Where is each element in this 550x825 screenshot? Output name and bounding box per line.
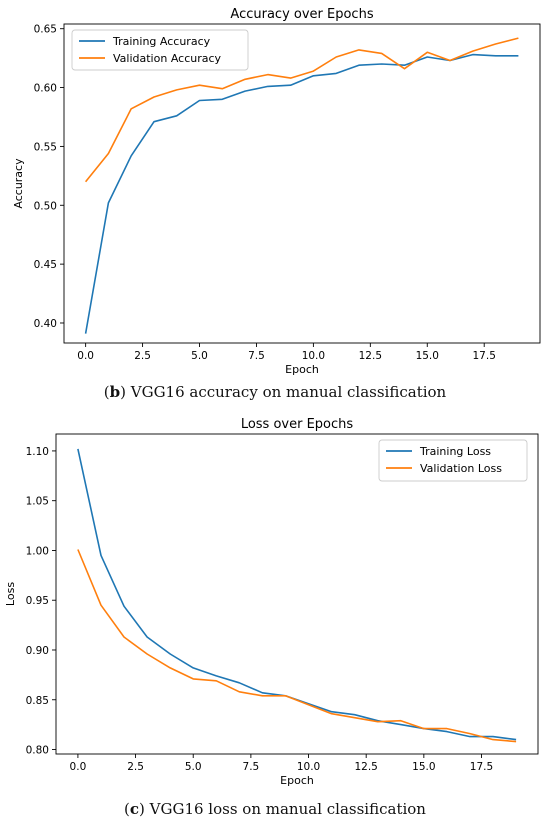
x-axis-label: Epoch: [285, 363, 319, 376]
y-tick-label: 0.80: [26, 745, 49, 757]
x-tick-label: 5.0: [185, 761, 202, 773]
accuracy-panel: Accuracy over Epochs 0.0 2.5 5.0 7.5 10.0 12.5…: [0, 0, 550, 410]
y-tick-label: 0.40: [34, 318, 57, 330]
y-tick-label: 0.45: [34, 259, 57, 271]
x-tick-label: 15.0: [416, 350, 439, 362]
x-tick-label: 7.5: [248, 350, 265, 362]
plot-frame: [63, 23, 541, 344]
x-tick-label: 2.5: [134, 350, 151, 362]
series-line-training: [84, 53, 519, 334]
caption-c-label: c: [129, 800, 140, 818]
y-tick-label: 1.10: [26, 446, 49, 458]
legend-label-validation: Validation Loss: [420, 462, 502, 475]
y-axis-label: Loss: [4, 582, 17, 606]
y-tick-label: 0.55: [34, 141, 57, 153]
y-tick-label: 0.50: [34, 200, 57, 212]
chart-title: Loss over Epochs: [241, 417, 354, 432]
x-tick-label: 12.5: [359, 350, 382, 362]
legend-box: [378, 439, 528, 482]
legend-label-training: Training Accuracy: [112, 35, 211, 48]
x-tick-label: 17.5: [473, 350, 496, 362]
y-tick-label: 1.00: [26, 545, 49, 557]
accuracy-chart: Accuracy over Epochs 0.0 2.5 5.0 7.5 10.0 12.5…: [12, 7, 541, 376]
x-axis-label: Epoch: [280, 774, 314, 787]
y-axis-label: Accuracy: [12, 158, 25, 209]
x-tick-label: 0.0: [70, 761, 87, 773]
x-tick-label: 5.0: [191, 350, 208, 362]
caption-b: (b) VGG16 accuracy on manual classificat…: [103, 383, 447, 401]
caption-b-label: b: [109, 383, 121, 401]
legend-box: [71, 29, 249, 71]
x-tick-label: 12.5: [354, 761, 377, 773]
y-tick-label: 0.90: [26, 645, 49, 657]
y-tick-label: 0.85: [26, 695, 49, 707]
y-tick-label: 0.65: [34, 24, 57, 36]
x-tick-label: 7.5: [243, 761, 260, 773]
x-tick-label: 15.0: [412, 761, 435, 773]
x-tick-label: 10.0: [297, 761, 320, 773]
legend-label-validation: Validation Accuracy: [113, 52, 222, 65]
y-tick-label: 0.60: [34, 83, 57, 95]
series-line-validation: [77, 549, 517, 743]
y-tick-label: 0.95: [26, 595, 49, 607]
plot-frame: [55, 433, 539, 755]
series-line-training: [77, 448, 517, 741]
loss-chart: Loss over Epochs 0.0 2.5 5.0 7.5 10.0 12.5 15.0…: [4, 417, 539, 787]
x-tick-label: 2.5: [127, 761, 144, 773]
caption-c: (c) VGG16 loss on manual classification: [124, 800, 426, 818]
x-tick-label: 17.5: [470, 761, 493, 773]
x-tick-label: 0.0: [77, 350, 94, 362]
y-tick-label: 1.05: [26, 496, 49, 508]
loss-panel: Loss over Epochs 0.0 2.5 5.0 7.5 10.0 12.5 15.0…: [0, 410, 550, 825]
legend-label-training: Training Loss: [419, 445, 491, 458]
chart-title: Accuracy over Epochs: [230, 7, 373, 22]
x-tick-label: 10.0: [302, 350, 325, 362]
series-line-validation: [84, 37, 519, 183]
caption-b-text: VGG16 accuracy on manual classification: [125, 383, 447, 401]
caption-c-text: VGG16 loss on manual classification: [144, 800, 426, 818]
